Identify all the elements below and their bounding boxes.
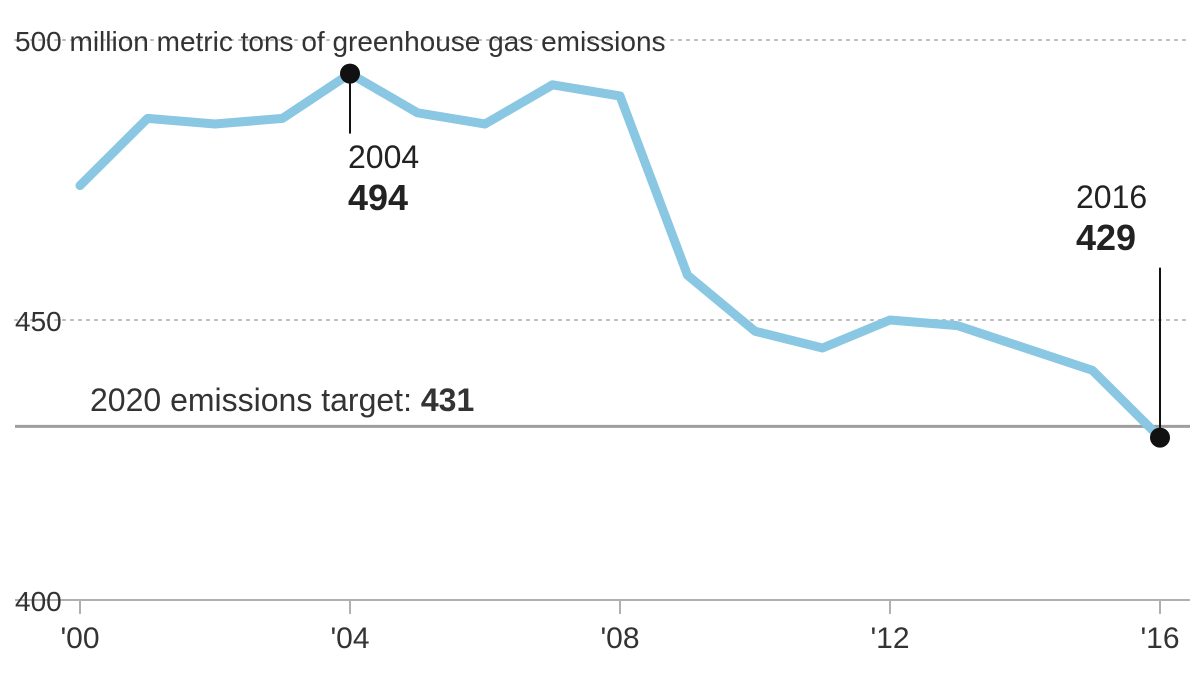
callout-2004-value: 494 <box>348 176 419 219</box>
chart-canvas <box>0 0 1200 675</box>
target-label-value: 431 <box>421 382 474 418</box>
x-axis-label-00: '00 <box>60 622 99 656</box>
x-axis-label-16: '16 <box>1140 622 1179 656</box>
emissions-line-chart: 500 million metric tons of greenhouse ga… <box>0 0 1200 675</box>
target-line-label: 2020 emissions target: 431 <box>90 382 474 419</box>
y-axis-label-500: 500 million metric tons of greenhouse ga… <box>15 26 666 58</box>
callout-2016: 2016 429 <box>1076 178 1147 260</box>
x-axis-label-04: '04 <box>330 622 369 656</box>
callout-2004-year: 2004 <box>348 138 419 176</box>
y-axis-label-400: 400 <box>15 586 62 618</box>
x-axis-label-12: '12 <box>870 622 909 656</box>
target-label-prefix: 2020 emissions target: <box>90 382 421 418</box>
x-axis-label-08: '08 <box>600 622 639 656</box>
callout-2004: 2004 494 <box>348 138 419 220</box>
callout-2016-value: 429 <box>1076 216 1147 259</box>
y-axis-label-450: 450 <box>15 306 62 338</box>
callout-2016-year: 2016 <box>1076 178 1147 216</box>
